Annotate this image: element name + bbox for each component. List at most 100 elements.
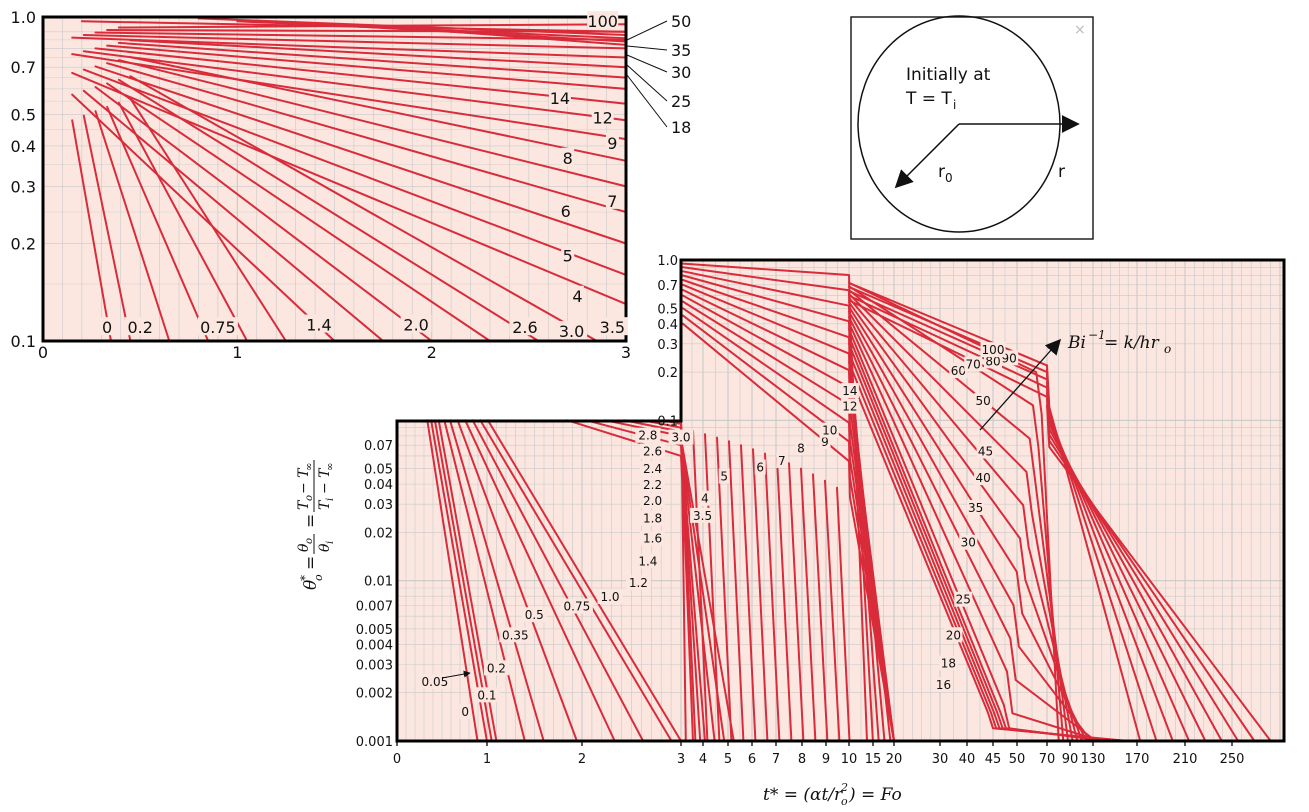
- curve-label-bg: [840, 398, 859, 414]
- inset-curve-label: 8: [563, 149, 573, 168]
- inset-curve-label: 14: [550, 89, 570, 108]
- main-y-tick-label: 0.07: [364, 439, 393, 454]
- inset-curve-label: 0.75: [200, 318, 236, 337]
- curve-label: 2.0: [643, 494, 662, 508]
- curve-label-bg: [964, 356, 983, 372]
- main-x-tick-label: 8: [798, 752, 806, 767]
- main-x-tick-label: 210: [1173, 752, 1198, 767]
- inset-label-bg: [570, 285, 584, 304]
- curve-label: 25: [956, 593, 971, 607]
- main-x-tick-label: 0: [393, 752, 401, 767]
- curve-label-bg: [795, 440, 807, 456]
- curve-label-bg: [640, 476, 666, 492]
- main-x-tick-label: 250: [1220, 752, 1245, 767]
- main-y-axis-title: θ * o = θ o θ i = T o − T ∞ T i − T ∞: [296, 460, 336, 590]
- inset-label-bg: [548, 88, 571, 107]
- main-y-tick-label: 0.05: [364, 463, 393, 478]
- inset-curve-labels: 0 0.2 0.75 1.4 2.0 2.6 3.0 3.5 4 5 6 7 8 9 12 14 100: [100, 11, 628, 341]
- svg-text:∞: ∞: [304, 463, 315, 471]
- curve-label: 5: [720, 469, 728, 483]
- main-x-tick-label: 90: [1062, 752, 1079, 767]
- svg-text:o: o: [304, 538, 315, 544]
- main-x-tick-label: 4: [699, 752, 707, 767]
- bi-annotation-sub: o: [1164, 342, 1171, 356]
- curve-label: 0.2: [487, 661, 506, 675]
- svg-text:θ: θ: [296, 543, 312, 552]
- inset-curve-label: 0.2: [127, 318, 152, 337]
- curve-label-bg: [944, 627, 963, 643]
- main-y-tick-label: 0.002: [356, 687, 393, 702]
- svg-text:*: *: [298, 575, 312, 581]
- inset-x-tick-label: 0: [38, 343, 48, 362]
- main-x-tick-label: 7: [772, 752, 780, 767]
- main-y-tick-label: 0.004: [356, 638, 393, 653]
- curve-label: 70: [966, 357, 981, 371]
- curve-label-bg: [635, 427, 661, 443]
- inset-curve-label: 1.4: [306, 316, 331, 335]
- main-y-tick-label: 0.2: [657, 366, 678, 381]
- curve-label: 2.2: [643, 478, 662, 492]
- inset-label-bg: [591, 107, 614, 126]
- svg-text:i: i: [325, 498, 336, 501]
- main-y-tick-label: 1.0: [657, 254, 678, 269]
- main-y-tick-label: 0.5: [657, 302, 678, 317]
- inset-x-tick-label: 1: [232, 343, 242, 362]
- inset-right-label: 30: [671, 63, 691, 82]
- main-x-tick-label: 130: [1081, 752, 1106, 767]
- inset-label-bg: [561, 245, 575, 264]
- main-x-tick-label: 20: [886, 752, 903, 767]
- main-x-tick-label: 5: [724, 752, 732, 767]
- curve-label-bg: [959, 534, 978, 550]
- main-y-tick-label: 0.02: [364, 526, 393, 541]
- curve-label-bg: [699, 490, 711, 506]
- curve-label: 6: [756, 461, 764, 475]
- main-x-tick-label: 40: [959, 752, 976, 767]
- curve-label: 0.35: [502, 628, 529, 642]
- curve-label: 12: [842, 400, 857, 414]
- schematic-line2-sub: i: [953, 98, 956, 112]
- curve-label: 14: [842, 384, 857, 398]
- curve-label: 8: [797, 441, 805, 455]
- curve-label: 20: [946, 628, 961, 642]
- curve-label: 1.6: [643, 532, 662, 546]
- curve-label-bg: [819, 434, 831, 450]
- svg-text:2: 2: [840, 781, 848, 794]
- inset-x-ticks: 0 1 2 3: [38, 343, 631, 362]
- svg-text:T: T: [317, 499, 333, 510]
- curve-label: 40: [975, 471, 990, 485]
- inset-label-bg: [303, 314, 335, 333]
- inset-label-bg: [100, 317, 114, 336]
- curve-label-bg: [690, 507, 716, 523]
- inset-plot-frame: [41, 15, 628, 343]
- curve-label-bg: [640, 443, 666, 459]
- curve-label: 0: [461, 705, 469, 719]
- curve-label: 18: [941, 657, 956, 671]
- curve-label-bg: [820, 422, 839, 438]
- curve-label-bg: [625, 575, 651, 591]
- main-y-ticks: 1.00.70.50.40.30.20.10.070.050.040.030.0…: [356, 254, 678, 750]
- bi-annotation-lhs: Bi: [1067, 333, 1086, 353]
- curve-label: 60: [951, 364, 966, 378]
- curve-label: 45: [978, 445, 993, 459]
- inset-label-bg: [124, 317, 156, 336]
- main-y-tick-label: 0.007: [356, 600, 393, 615]
- inset-right-label: 35: [671, 41, 691, 60]
- main-x-tick-label: 30: [932, 752, 949, 767]
- curve-label-bg: [640, 510, 666, 526]
- curve-label-bg: [640, 492, 666, 508]
- schematic-r0: r: [938, 162, 945, 182]
- bi-annotation-rhs: = k/hr: [1104, 333, 1160, 353]
- schematic-r0-sub: 0: [945, 171, 953, 185]
- inset-curve-label: 5: [563, 246, 573, 265]
- bi-annotation-sup: −1: [1088, 328, 1106, 342]
- inset-right-label: 18: [671, 118, 691, 137]
- main-x-tick-label: 1: [483, 752, 491, 767]
- inset-label-bg: [400, 314, 432, 333]
- svg-text:− T: − T: [317, 467, 333, 494]
- curve-label-bg: [474, 687, 500, 703]
- main-x-tick-label: 45: [985, 752, 1002, 767]
- curve-label: 0.1: [477, 688, 496, 702]
- main-y-tick-label: 0.005: [356, 623, 393, 638]
